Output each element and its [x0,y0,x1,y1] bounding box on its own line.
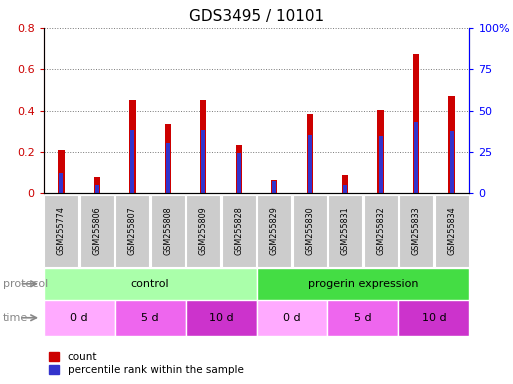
Bar [94,177,100,193]
Bar [222,195,256,266]
Bar [448,96,455,193]
Bar [308,136,312,193]
Text: 0 d: 0 d [283,313,301,323]
Text: GSM255834: GSM255834 [447,206,456,255]
Bar [343,185,347,193]
Bar [186,300,256,336]
Text: 0 d: 0 d [70,313,88,323]
Bar [256,268,469,300]
Text: GSM255828: GSM255828 [234,206,243,255]
Text: progerin expression: progerin expression [308,279,418,289]
Bar [272,181,277,193]
Bar [80,195,114,266]
Bar [129,100,135,193]
Bar [235,145,242,193]
Text: GSM255832: GSM255832 [376,206,385,255]
Text: protocol: protocol [3,279,48,289]
Text: 5 d: 5 d [141,313,159,323]
Text: GSM255809: GSM255809 [199,206,208,255]
Bar [236,153,241,193]
Bar [186,195,220,266]
Bar [307,114,313,193]
Bar [130,130,134,193]
Bar [44,195,78,266]
Bar [414,122,418,193]
Text: GSM255808: GSM255808 [163,206,172,255]
Bar [271,180,278,193]
Bar [58,150,65,193]
Text: 10 d: 10 d [209,313,233,323]
Text: GSM255833: GSM255833 [411,206,421,255]
Bar [201,130,205,193]
Text: 5 d: 5 d [354,313,372,323]
Bar [413,54,419,193]
Bar [327,300,399,336]
Bar [293,195,327,266]
Text: GDS3495 / 10101: GDS3495 / 10101 [189,9,324,24]
Bar [95,185,99,193]
Bar [165,124,171,193]
Text: 10 d: 10 d [422,313,446,323]
Bar [114,300,186,336]
Text: GSM255830: GSM255830 [305,206,314,255]
Bar [166,142,170,193]
Bar [378,109,384,193]
Bar [435,195,469,266]
Bar [257,195,291,266]
Bar [115,195,149,266]
Text: GSM255774: GSM255774 [57,206,66,255]
Text: control: control [131,279,169,289]
Bar [256,300,327,336]
Bar [399,195,433,266]
Bar [449,131,454,193]
Bar [200,100,206,193]
Bar [342,175,348,193]
Text: time: time [3,313,28,323]
Bar [379,136,383,193]
Text: GSM255806: GSM255806 [92,206,102,255]
Bar [328,195,362,266]
Bar [151,195,185,266]
Text: GSM255807: GSM255807 [128,206,137,255]
Bar [59,172,64,193]
Bar [399,300,469,336]
Bar [44,268,256,300]
Bar [44,300,114,336]
Bar [364,195,398,266]
Text: GSM255829: GSM255829 [270,206,279,255]
Text: GSM255831: GSM255831 [341,206,350,255]
Legend: count, percentile rank within the sample: count, percentile rank within the sample [49,352,244,375]
